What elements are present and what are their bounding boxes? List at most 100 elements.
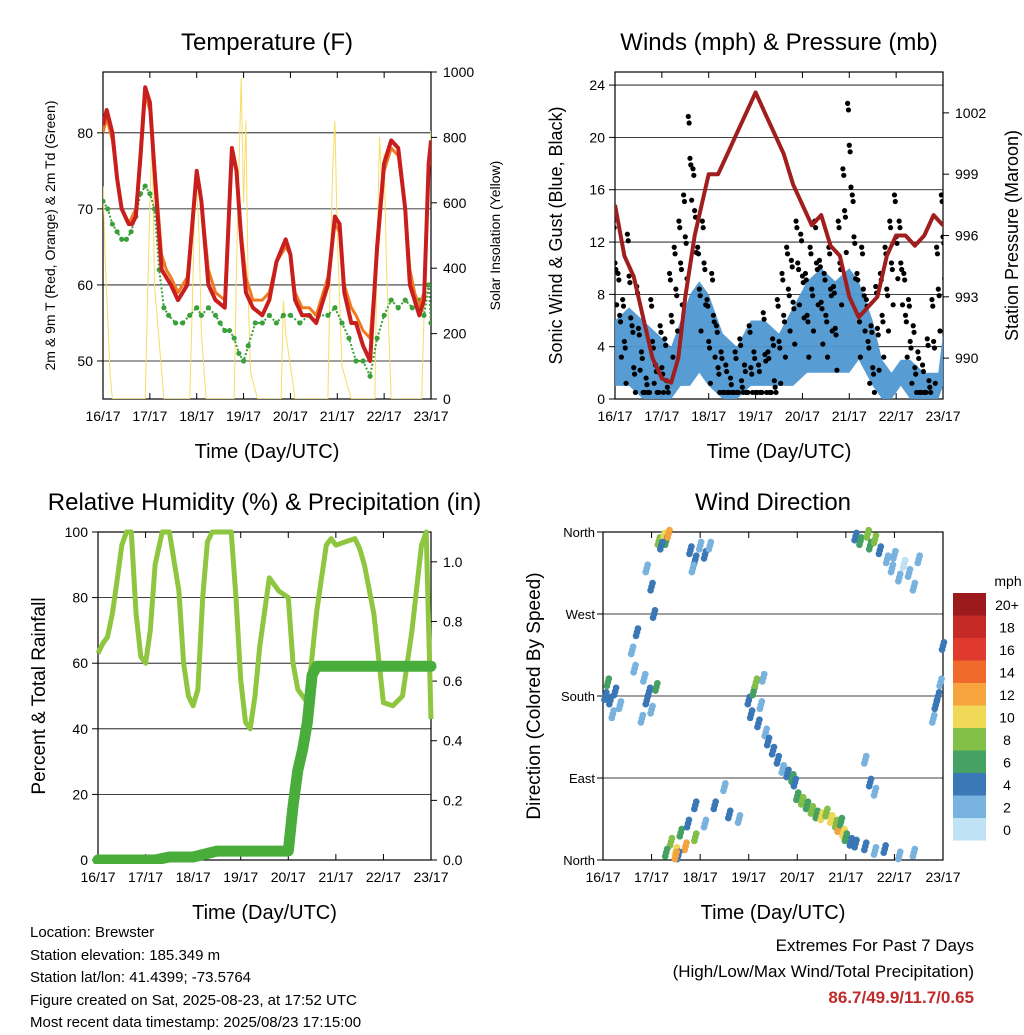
direction-point — [780, 761, 788, 769]
gust-point — [617, 312, 623, 318]
gust-point — [869, 329, 875, 335]
gust-point — [852, 240, 858, 246]
y2-tick-label: 1.0 — [443, 554, 463, 570]
gust-point — [845, 107, 852, 113]
gust-point — [890, 302, 896, 308]
gust-point — [786, 293, 792, 299]
gust-point — [907, 338, 913, 345]
gust-point — [792, 341, 798, 347]
direction-point — [799, 793, 807, 801]
gust-point — [745, 389, 751, 396]
gust-point — [712, 354, 718, 360]
gust-point — [923, 389, 929, 396]
x-tick-label: 17/17 — [132, 408, 167, 424]
gust-point — [697, 293, 703, 299]
gust-point — [646, 389, 653, 396]
direction-point — [649, 702, 657, 710]
gust-point — [688, 162, 694, 168]
gust-point — [751, 349, 757, 355]
gust-point — [741, 362, 748, 368]
gust-point — [895, 276, 901, 282]
direction-point — [617, 697, 625, 705]
chart-title: Relative Humidity (%) & Precipitation (i… — [48, 489, 481, 516]
gust-point — [934, 244, 940, 250]
gust-point — [627, 279, 633, 286]
gust-point — [911, 329, 917, 335]
direction-point — [726, 807, 734, 815]
gust-point — [668, 312, 674, 318]
gust-point — [840, 166, 846, 172]
gust-point — [942, 276, 943, 281]
gust-point — [643, 375, 649, 381]
gust-point — [623, 380, 629, 386]
x-tick-label: 23/17 — [925, 408, 960, 424]
gust-point — [919, 362, 926, 368]
gust-point — [824, 354, 831, 360]
y-tick-label: 60 — [72, 655, 88, 671]
colorbar-label: 12 — [999, 687, 1015, 703]
gust-point — [857, 354, 863, 360]
gust-point — [649, 338, 656, 345]
gust-point — [842, 214, 849, 220]
y2-axis-label: Station Pressure (Maroon) — [1002, 130, 1022, 341]
gust-point — [798, 231, 804, 237]
gust-point — [775, 303, 781, 309]
gust-point — [863, 296, 869, 303]
figure-created: Figure created on Sat, 2025-08-23, at 17… — [30, 991, 357, 1009]
x-tick-label: 16/17 — [597, 408, 632, 424]
chart-title: Winds (mph) & Pressure (mb) — [620, 29, 937, 56]
y-tick-label: 100 — [65, 524, 89, 540]
x-tick-label: 23/17 — [413, 869, 448, 885]
gust-point — [827, 251, 833, 257]
gust-point — [897, 225, 903, 231]
direction-point — [641, 670, 649, 678]
x-tick-label: 19/17 — [738, 408, 773, 424]
extremes-title: Extremes For Past 7 Days — [775, 936, 974, 955]
gust-point — [908, 345, 914, 351]
gust-point — [615, 266, 619, 273]
gust-point — [738, 342, 744, 348]
gust-point — [671, 244, 677, 250]
gust-point — [781, 312, 787, 318]
gust-point — [699, 218, 705, 224]
direction-point — [758, 697, 766, 705]
direction-point — [687, 543, 695, 551]
gust-point — [891, 192, 898, 198]
gust-point — [772, 384, 778, 390]
y-tick-label: North — [563, 525, 595, 540]
y2-tick-label: 0.6 — [443, 673, 463, 689]
gust-point — [882, 244, 888, 250]
x-tick-label: 23/17 — [413, 408, 448, 424]
gust-point — [875, 332, 881, 338]
direction-point — [629, 643, 637, 651]
gust-point — [680, 192, 687, 198]
gust-point — [702, 266, 708, 273]
direction-point — [644, 561, 652, 569]
station-elevation: Station elevation: 185.349 m — [30, 946, 221, 964]
x-tick-label: 17/17 — [634, 869, 669, 885]
direction-point — [901, 556, 909, 564]
direction-point — [666, 526, 674, 534]
colorbar-label: 4 — [1003, 777, 1011, 793]
x-tick-label: 21/17 — [832, 408, 867, 424]
colorbar-swatch — [953, 773, 986, 796]
gust-point — [813, 225, 819, 231]
gust-point — [787, 328, 793, 334]
x-tick-label: 23/17 — [925, 869, 960, 885]
gust-point — [620, 303, 627, 309]
gust-point — [894, 240, 900, 246]
x-tick-label: 18/17 — [179, 408, 214, 424]
y-axis-label: Sonic Wind & Gust (Blue, Black) — [546, 106, 566, 364]
extremes-subtitle: (High/Low/Max Wind/Total Precipitation) — [672, 962, 974, 981]
gust-point — [820, 341, 826, 347]
y-tick-label: 20 — [589, 129, 605, 145]
y-tick-label: 70 — [77, 201, 93, 217]
station-location: Location: Brewster — [30, 924, 155, 941]
colorbar-label: 6 — [1003, 755, 1011, 771]
gust-point — [833, 332, 839, 338]
x-axis-label: Time (Day/UTC) — [192, 902, 337, 924]
gust-point — [770, 336, 776, 342]
gust-point — [678, 266, 685, 273]
x-tick-label: 16/17 — [85, 408, 120, 424]
gust-point — [885, 293, 891, 299]
